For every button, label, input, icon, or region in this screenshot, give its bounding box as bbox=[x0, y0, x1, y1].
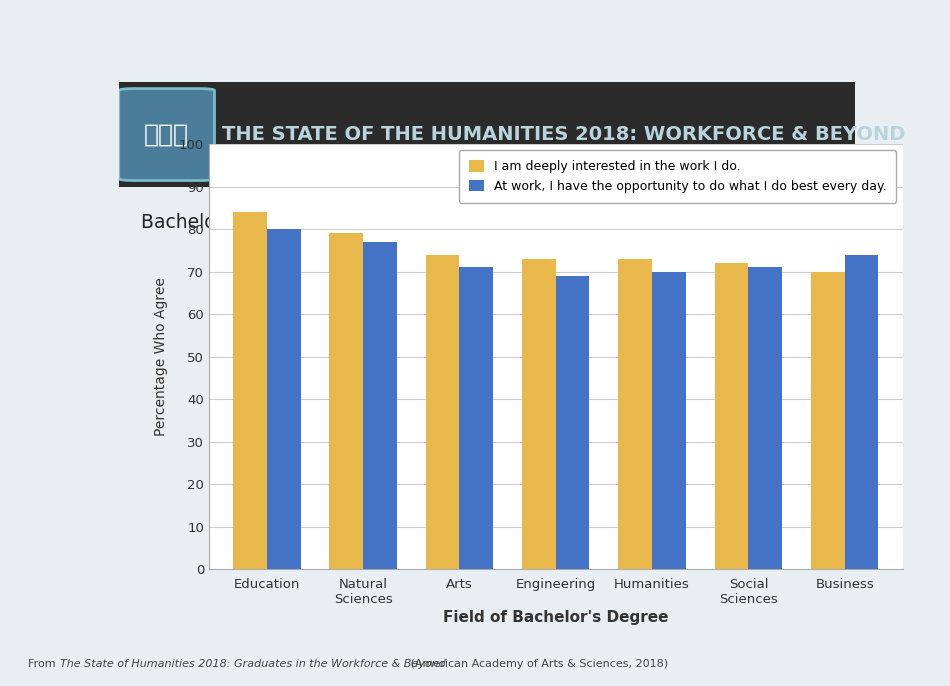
Text: Bachelor’s Degree Holders’ Job Satisfaction, by Field of Bachelor’s Degree, 2014: Bachelor’s Degree Holders’ Job Satisfact… bbox=[141, 213, 894, 231]
Bar bbox=[426, 255, 460, 569]
Text: (American Academy of Arts & Sciences, 2018): (American Academy of Arts & Sciences, 20… bbox=[407, 659, 668, 669]
Bar bbox=[460, 268, 493, 569]
FancyBboxPatch shape bbox=[119, 88, 215, 180]
Bar bbox=[714, 263, 749, 569]
Y-axis label: Percentage Who Agree: Percentage Who Agree bbox=[154, 277, 168, 436]
Legend: I am deeply interested in the work I do., At work, I have the opportunity to do : I am deeply interested in the work I do.… bbox=[459, 150, 896, 202]
Bar bbox=[652, 272, 686, 569]
Text: THE STATE OF THE HUMANITIES 2018: WORKFORCE & BEYOND: THE STATE OF THE HUMANITIES 2018: WORKFO… bbox=[221, 125, 905, 144]
Bar bbox=[363, 242, 397, 569]
Bar bbox=[618, 259, 652, 569]
Bar bbox=[749, 268, 782, 569]
Text: From: From bbox=[28, 659, 60, 669]
Bar bbox=[845, 255, 879, 569]
Bar bbox=[556, 276, 589, 569]
Bar bbox=[267, 229, 300, 569]
Bar bbox=[811, 272, 845, 569]
Text: Field of Bachelor's Degree: Field of Bachelor's Degree bbox=[443, 610, 669, 625]
Bar bbox=[233, 212, 267, 569]
Text: The State of Humanities 2018: Graduates in the Workforce & Beyond: The State of Humanities 2018: Graduates … bbox=[60, 659, 446, 669]
Bar bbox=[330, 233, 363, 569]
Text: ⛹⛹⛹: ⛹⛹⛹ bbox=[144, 123, 189, 147]
Bar bbox=[522, 259, 556, 569]
